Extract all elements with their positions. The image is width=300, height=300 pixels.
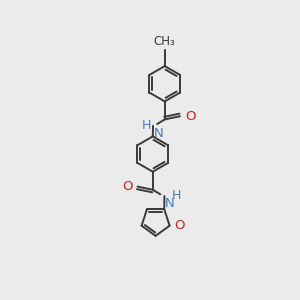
Text: N: N [164,197,174,210]
Text: CH₃: CH₃ [154,35,176,48]
Text: O: O [185,110,196,123]
Text: H: H [172,189,181,202]
Text: H: H [142,119,152,132]
Text: O: O [175,219,185,232]
Text: N: N [154,127,164,140]
Text: O: O [122,180,133,193]
